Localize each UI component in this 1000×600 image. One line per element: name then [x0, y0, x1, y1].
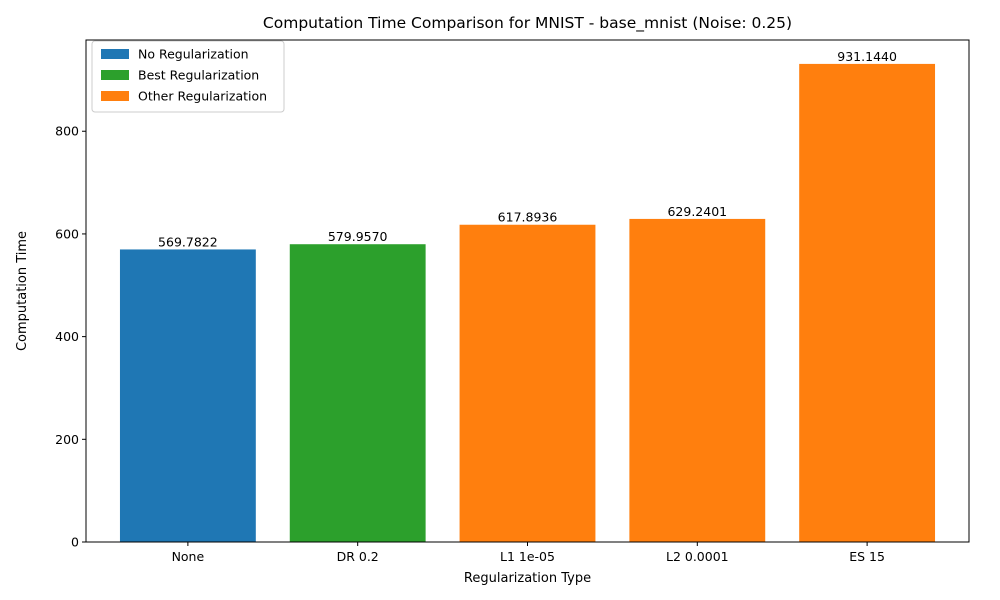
legend-entries: No Regularization Best Regularization Othe…	[101, 47, 267, 104]
x-axis: None DR 0.2 L1 1e-05 L2 0.0001 ES 15	[172, 542, 885, 564]
bar-4	[799, 63, 936, 542]
bar-value-label-4: 931.1440	[837, 49, 897, 64]
legend-label-0: No Regularization	[138, 47, 249, 62]
legend-label-1: Best Regularization	[138, 68, 259, 83]
x-axis-title: Regularization Type	[464, 571, 591, 586]
x-tick-label-0: None	[172, 549, 205, 564]
bar-value-label-1: 579.9570	[328, 229, 388, 244]
legend-frame	[91, 40, 285, 113]
legend-swatch-2	[101, 91, 129, 101]
x-tick-label-4: ES 15	[849, 549, 885, 564]
y-axis: 0 200 400 600 800	[55, 124, 86, 550]
legend: No Regularization Best Regularization Othe…	[91, 40, 285, 113]
bar-value-label-0: 569.7822	[158, 234, 218, 249]
bar-1	[289, 244, 426, 542]
y-axis-title: Computation Time	[15, 231, 30, 351]
x-tick-label-3: L2 0.0001	[666, 549, 729, 564]
legend-swatch-0	[101, 49, 129, 59]
bar-value-label-2: 617.8936	[498, 210, 558, 225]
x-tick-label-2: L1 1e-05	[500, 549, 555, 564]
bar-3	[629, 218, 766, 542]
bar-labels-layer: 569.7822 579.9570 617.8936 629.2401 931.1440	[158, 49, 897, 250]
bar-2	[459, 224, 596, 543]
legend-label-2: Other Regularization	[138, 89, 267, 104]
bars-layer	[119, 63, 936, 543]
chart-title: Computation Time Comparison for MNIST - …	[263, 14, 792, 33]
y-tick-label-2: 400	[55, 329, 79, 344]
legend-swatch-1	[101, 70, 129, 80]
y-tick-label-0: 0	[71, 535, 79, 550]
x-tick-label-1: DR 0.2	[337, 549, 379, 564]
y-tick-label-1: 200	[55, 432, 79, 447]
bar-0	[119, 249, 256, 542]
y-tick-label-4: 800	[55, 124, 79, 139]
bar-value-label-3: 629.2401	[667, 204, 727, 219]
y-tick-label-3: 600	[55, 226, 79, 241]
